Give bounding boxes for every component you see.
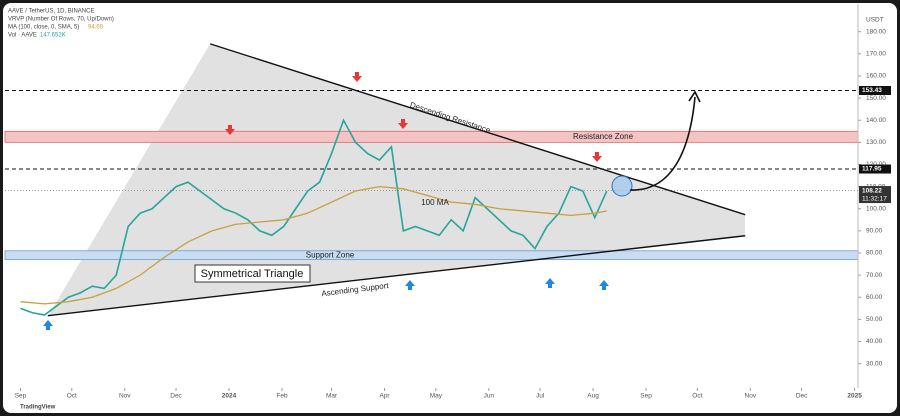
y-tick-label: 160.00 — [866, 73, 886, 80]
x-tick-label: Oct — [67, 393, 77, 400]
last-price-tag — [859, 186, 891, 204]
red-arrow — [225, 125, 235, 135]
x-tick-label: Sep — [15, 393, 27, 400]
red-arrow — [398, 119, 408, 129]
x-tick-label: Oct — [692, 393, 702, 400]
x-tick-label: Dec — [796, 393, 808, 400]
y-tick-label: 140.00 — [866, 117, 886, 124]
x-tick-label: Feb — [276, 393, 288, 400]
y-tick-label: 90.00 — [866, 228, 883, 235]
top-markers — [225, 72, 602, 162]
last-price-label: 108.22 — [862, 187, 882, 194]
x-tick-label: Nov — [119, 393, 131, 400]
x-tick-label: Apr — [379, 393, 390, 400]
volume-value: 147.652K — [40, 33, 66, 39]
ma-line — [20, 185, 607, 305]
y-tick-label: 50.00 — [866, 316, 883, 323]
zone-label: Support Zone — [306, 250, 355, 259]
y-tick-label: 170.00 — [866, 51, 886, 58]
red-arrow — [592, 152, 602, 162]
x-tick-label: Nov — [745, 393, 757, 400]
level-tag — [859, 164, 891, 174]
zone — [4, 250, 859, 261]
blue-arrow — [43, 320, 53, 330]
level-tag — [859, 86, 891, 96]
pattern-label: Symmetrical Triangle — [201, 268, 304, 280]
y-tick-label: 70.00 — [866, 272, 883, 279]
x-tick-label: 2024 — [222, 393, 237, 400]
level-label: 117.95 — [862, 166, 882, 173]
y-tick-label: 130.00 — [866, 139, 886, 146]
y-tick-label: 30.00 — [866, 360, 883, 367]
y-tick-label: 80.00 — [866, 250, 883, 257]
y-tick-label: 150.00 — [866, 95, 886, 102]
y-tick-label: 180.00 — [866, 28, 886, 35]
trendline — [47, 235, 746, 317]
axis-unit: USDT — [866, 17, 884, 24]
ma-legend: MA (100, close, 0, SMA, 5) — [8, 25, 79, 31]
ma-label: 100 MA — [421, 198, 449, 207]
price-line — [20, 118, 608, 316]
trendline — [210, 43, 746, 216]
y-tick-label: 40.00 — [866, 338, 883, 345]
x-tick-label: 2025 — [847, 393, 862, 400]
x-tick-label: Aug — [587, 393, 599, 400]
countdown: 11:32:17 — [862, 195, 887, 202]
bottom-markers — [43, 278, 609, 330]
blue-arrow — [599, 280, 609, 290]
x-tick-label: Mar — [326, 393, 338, 400]
y-tick-label: 100.00 — [866, 205, 886, 212]
indicator: VRVP (Number Of Rows, 70, Up/Down) — [8, 17, 114, 23]
pattern-box — [194, 264, 311, 283]
chart-title: AAVE / TetherUS, 1D, BINANCE — [8, 9, 94, 15]
breakout-circle — [611, 175, 633, 197]
zone-label: Resistance Zone — [573, 132, 634, 141]
level-label: 153.43 — [862, 87, 882, 94]
zone — [4, 130, 859, 143]
x-tick-label: Jul — [536, 393, 545, 400]
x-tick-label: Dec — [170, 393, 182, 400]
projection-arrowhead — [688, 90, 701, 103]
ma-value: 94.69 — [88, 25, 104, 31]
x-tick-label: May — [430, 393, 443, 400]
x-tick-label: Jun — [484, 393, 495, 400]
volume-legend: Vol · AAVE — [8, 33, 37, 39]
blue-arrow — [545, 278, 555, 288]
blue-arrow — [405, 280, 415, 290]
red-arrow — [352, 72, 362, 82]
projection-arrow — [629, 96, 696, 191]
y-tick-label: 60.00 — [866, 294, 883, 301]
x-tick-label: Sep — [640, 393, 652, 400]
logo: TradingView — [20, 405, 56, 411]
